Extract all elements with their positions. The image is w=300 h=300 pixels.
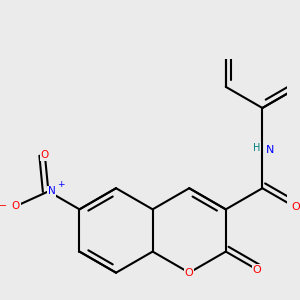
Text: O: O	[253, 265, 261, 275]
Text: N: N	[47, 186, 55, 197]
Text: +: +	[57, 180, 64, 189]
Text: O: O	[185, 268, 194, 278]
Text: −: −	[0, 201, 7, 212]
Text: O: O	[11, 201, 20, 212]
Text: N: N	[266, 145, 275, 155]
Text: O: O	[41, 150, 49, 160]
Text: H: H	[253, 143, 260, 153]
Text: O: O	[291, 202, 300, 212]
